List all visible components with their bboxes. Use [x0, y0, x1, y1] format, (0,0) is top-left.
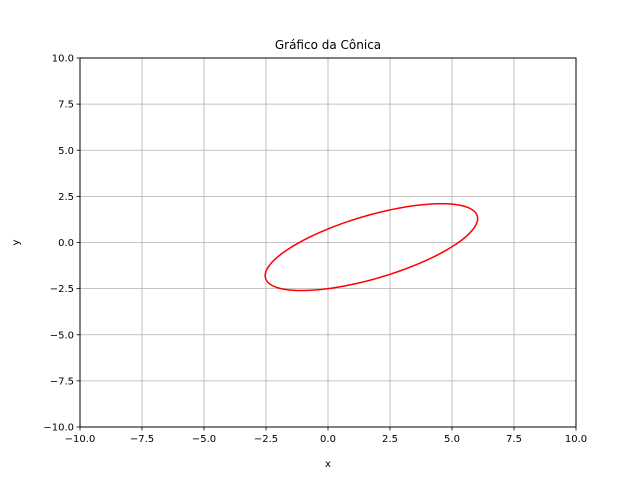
- series-layer: [264, 202, 479, 292]
- x-tick-label: −5.0: [192, 434, 216, 445]
- ticks: −10.0 −7.5 −5.0 −2.5 0.0 2.5 5.0 7.5 10.0 −10.0 −7…: [43, 54, 587, 446]
- y-tick-label: −7.5: [50, 376, 74, 387]
- y-tick-label: −5.0: [50, 330, 74, 341]
- x-tick-label: −10.0: [65, 434, 96, 445]
- x-tick-label: −2.5: [254, 434, 278, 445]
- y-tick-label: 0.0: [58, 238, 74, 249]
- chart-title: Gráfico da Cônica: [275, 38, 381, 52]
- y-tick-label: 2.5: [58, 192, 74, 203]
- y-tick-label: 10.0: [52, 54, 74, 65]
- y-tick-label: −10.0: [43, 423, 74, 434]
- x-tick-label: 0.0: [320, 434, 336, 445]
- x-axis-label: x: [325, 459, 331, 470]
- x-tick-label: −7.5: [130, 434, 154, 445]
- x-tick-label: 5.0: [444, 434, 460, 445]
- y-tick-label: 5.0: [58, 146, 74, 157]
- y-axis-label: y: [11, 239, 22, 245]
- conic-curve: [264, 202, 479, 292]
- x-tick-label: 10.0: [565, 434, 587, 445]
- y-tick-label: −2.5: [50, 284, 74, 295]
- y-tick-label: 7.5: [58, 100, 74, 111]
- x-tick-label: 7.5: [506, 434, 522, 445]
- x-tick-label: 2.5: [382, 434, 398, 445]
